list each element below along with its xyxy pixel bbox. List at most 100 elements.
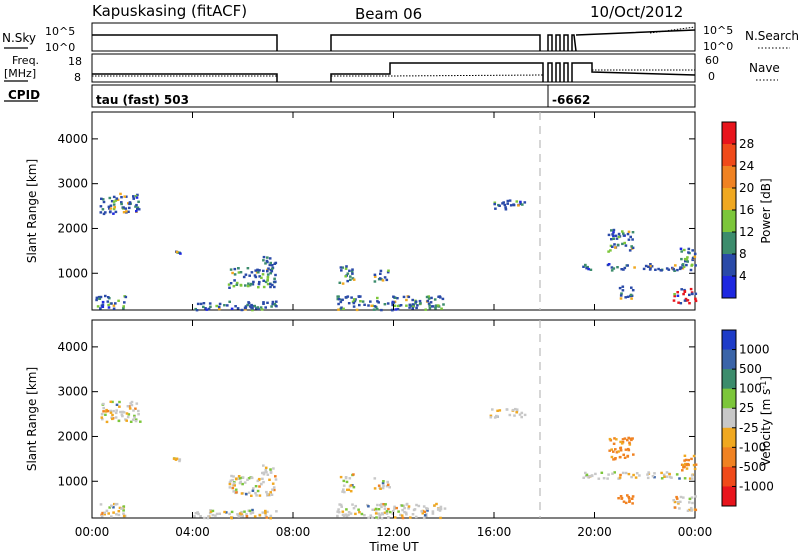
scatter-cell <box>694 463 698 466</box>
scatter-cell <box>132 197 135 200</box>
scatter-cell <box>229 479 233 482</box>
scatter-cell <box>600 471 604 474</box>
scatter-cell <box>623 241 626 245</box>
scatter-cell <box>688 497 692 501</box>
nsky-tick-top: 10^5 <box>45 25 75 38</box>
scatter-cell <box>612 267 616 270</box>
scatter-cell <box>404 511 408 514</box>
scatter-cell <box>104 211 107 214</box>
scatter-cell <box>249 512 253 515</box>
scatter-cell <box>113 502 116 506</box>
scatter-cell <box>215 512 219 516</box>
scatter-cell <box>258 485 261 488</box>
scatter-cell <box>439 296 442 299</box>
colorbar-tick-label: -500 <box>739 460 766 474</box>
scatter-cell <box>515 408 519 411</box>
scatter-cell <box>253 515 257 518</box>
scatter-cell <box>217 305 221 309</box>
scatter-cell <box>582 265 585 268</box>
scatter-cell <box>607 233 611 237</box>
scatter-cell <box>196 302 200 306</box>
scatter-cell <box>687 463 690 466</box>
ytick-label: 3000 <box>57 177 88 191</box>
scatter-cell <box>124 207 128 210</box>
scatter-cell <box>619 294 623 297</box>
scatter-cell <box>402 504 405 507</box>
scatter-cell <box>117 419 121 423</box>
scatter-cell <box>503 203 507 207</box>
scatter-cell <box>228 300 231 303</box>
scatter-cell <box>235 283 239 286</box>
scatter-cell <box>112 195 116 199</box>
scatter-cell <box>694 292 698 295</box>
scatter-cell <box>266 301 269 304</box>
scatter-cell <box>376 300 379 303</box>
scatter-cell <box>266 473 270 476</box>
scatter-cell <box>107 205 111 208</box>
scatter-cell <box>266 273 270 276</box>
scatter-cell <box>264 511 267 515</box>
scatter-cell <box>349 275 352 278</box>
scatter-cell <box>685 258 688 261</box>
scatter-cell <box>239 271 243 274</box>
velocity-panel: 4000 3000 2000 1000 Slant Range [km] 1000 50… <box>25 319 774 520</box>
scatter-cell <box>230 307 234 310</box>
scatter-cell <box>405 503 409 506</box>
scatter-cell <box>371 508 374 511</box>
scatter-cell <box>427 295 430 298</box>
scatter-cell <box>397 510 400 513</box>
scatter-cell <box>262 464 265 467</box>
scatter-cell <box>380 308 383 312</box>
scatter-cell <box>107 512 110 515</box>
scatter-cell <box>620 496 624 500</box>
ytick-label: 4000 <box>57 340 88 354</box>
scatter-cell <box>683 248 686 252</box>
scatter-cell <box>401 516 405 520</box>
scatter-cell <box>617 450 620 453</box>
scatter-cell <box>234 305 237 308</box>
scatter-cell <box>405 304 408 307</box>
scatter-cell <box>435 502 438 506</box>
scatter-cell <box>117 513 121 517</box>
nave-label: Nave <box>749 61 780 75</box>
scatter-cell <box>265 490 268 494</box>
scatter-cell <box>622 234 626 237</box>
scatter-cell <box>631 231 635 234</box>
scatter-cell <box>439 507 443 511</box>
scatter-cell <box>676 291 679 294</box>
scatter-cell <box>137 200 140 203</box>
scatter-cell <box>270 267 274 270</box>
scatter-cell <box>109 411 113 414</box>
scatter-cell <box>392 509 395 513</box>
scatter-cell <box>267 267 270 270</box>
scatter-cell <box>107 303 110 307</box>
scatter-cell <box>134 419 138 423</box>
scatter-cell <box>244 308 247 311</box>
scatter-cell <box>268 257 272 260</box>
scatter-cell <box>269 261 272 265</box>
scatter-cell <box>352 278 356 281</box>
scatter-cell <box>178 458 182 461</box>
scatter-cell <box>341 266 344 269</box>
scatter-cell <box>261 471 264 475</box>
scatter-cell <box>259 306 263 309</box>
scatter-cell <box>125 195 128 198</box>
scatter-cell <box>193 515 196 518</box>
scatter-cell <box>240 492 244 495</box>
scatter-cell <box>256 268 259 271</box>
scatter-cell <box>646 473 649 476</box>
velocity-yaxis: 4000 3000 2000 1000 <box>57 340 695 488</box>
scatter-cell <box>112 203 116 206</box>
scatter-cell <box>626 295 630 298</box>
scatter-cell <box>101 418 104 421</box>
scatter-cell <box>257 282 261 286</box>
scatter-cell <box>344 275 347 278</box>
scatter-cell <box>266 282 270 286</box>
scatter-cell <box>272 486 276 489</box>
scatter-cell <box>384 503 387 506</box>
scatter-cell <box>133 416 136 419</box>
time-axis: 00:00 04:00 08:00 12:00 16:00 20:00 00:00 <box>75 112 712 539</box>
scatter-cell <box>670 476 673 479</box>
scatter-cell <box>262 480 265 484</box>
scatter-cell <box>682 292 685 296</box>
